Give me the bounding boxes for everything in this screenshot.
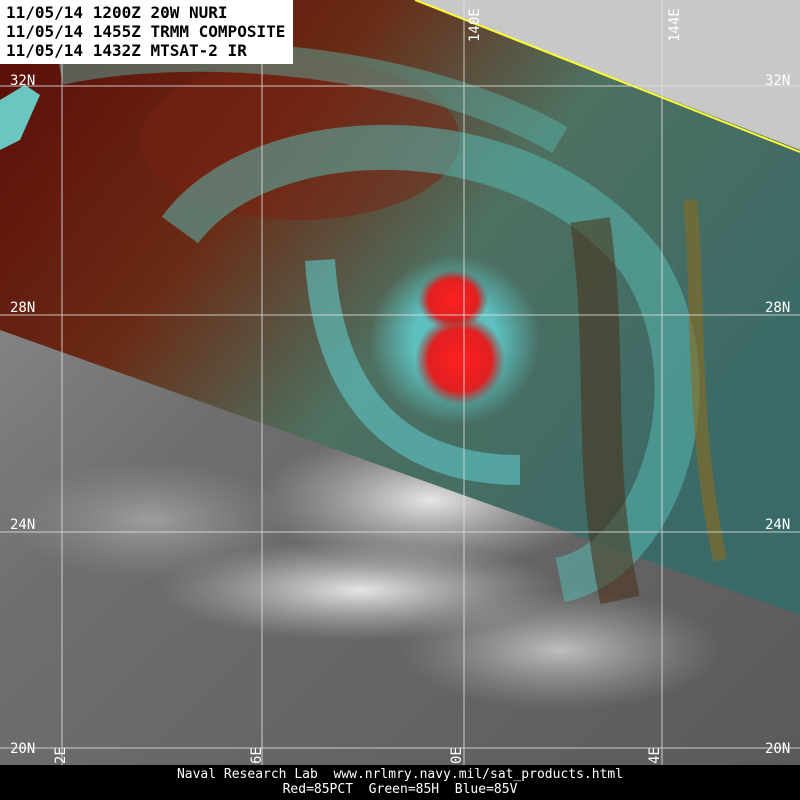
convective-core [415,315,505,405]
lat-label: 24N [765,517,791,533]
header-line: 11/05/14 1432Z MTSAT-2 IR [6,41,247,60]
rain-band [305,259,521,485]
lat-label: 32N [10,73,36,89]
lon-label: 6E [249,747,265,764]
header-line: 11/05/14 1455Z TRMM COMPOSITE [6,22,286,41]
lat-label: 20N [765,741,791,757]
footer-line: Naval Research Lab www.nrlmry.navy.mil/s… [176,767,624,782]
header-line: 11/05/14 1200Z 20W NURI [6,3,228,22]
lon-label: 0E [449,747,465,764]
lat-lon-grid [0,0,800,765]
lon-label: 4E [647,747,663,764]
header: 11/05/14 1200Z 20W NURI 11/05/14 1455Z T… [0,0,294,64]
cloud-band [10,460,290,580]
lon-label: 144E [667,8,683,42]
cloud-band [400,590,720,710]
land [0,85,40,150]
footer-line: Red=85PCT Green=85H Blue=85V [282,782,518,797]
lon-label: 2E [53,747,69,764]
rain-band [570,217,640,605]
lat-label: 24N [10,517,36,533]
lat-label: 32N [765,73,791,89]
lat-label: 28N [10,300,36,316]
lon-label: 140E [467,8,483,42]
lat-label: 20N [10,741,36,757]
lat-label: 28N [765,300,791,316]
rain-band [683,199,727,562]
swath-edge [414,0,800,153]
rain-band [161,124,700,603]
footer: Naval Research Lab www.nrlmry.navy.mil/s… [0,765,800,800]
